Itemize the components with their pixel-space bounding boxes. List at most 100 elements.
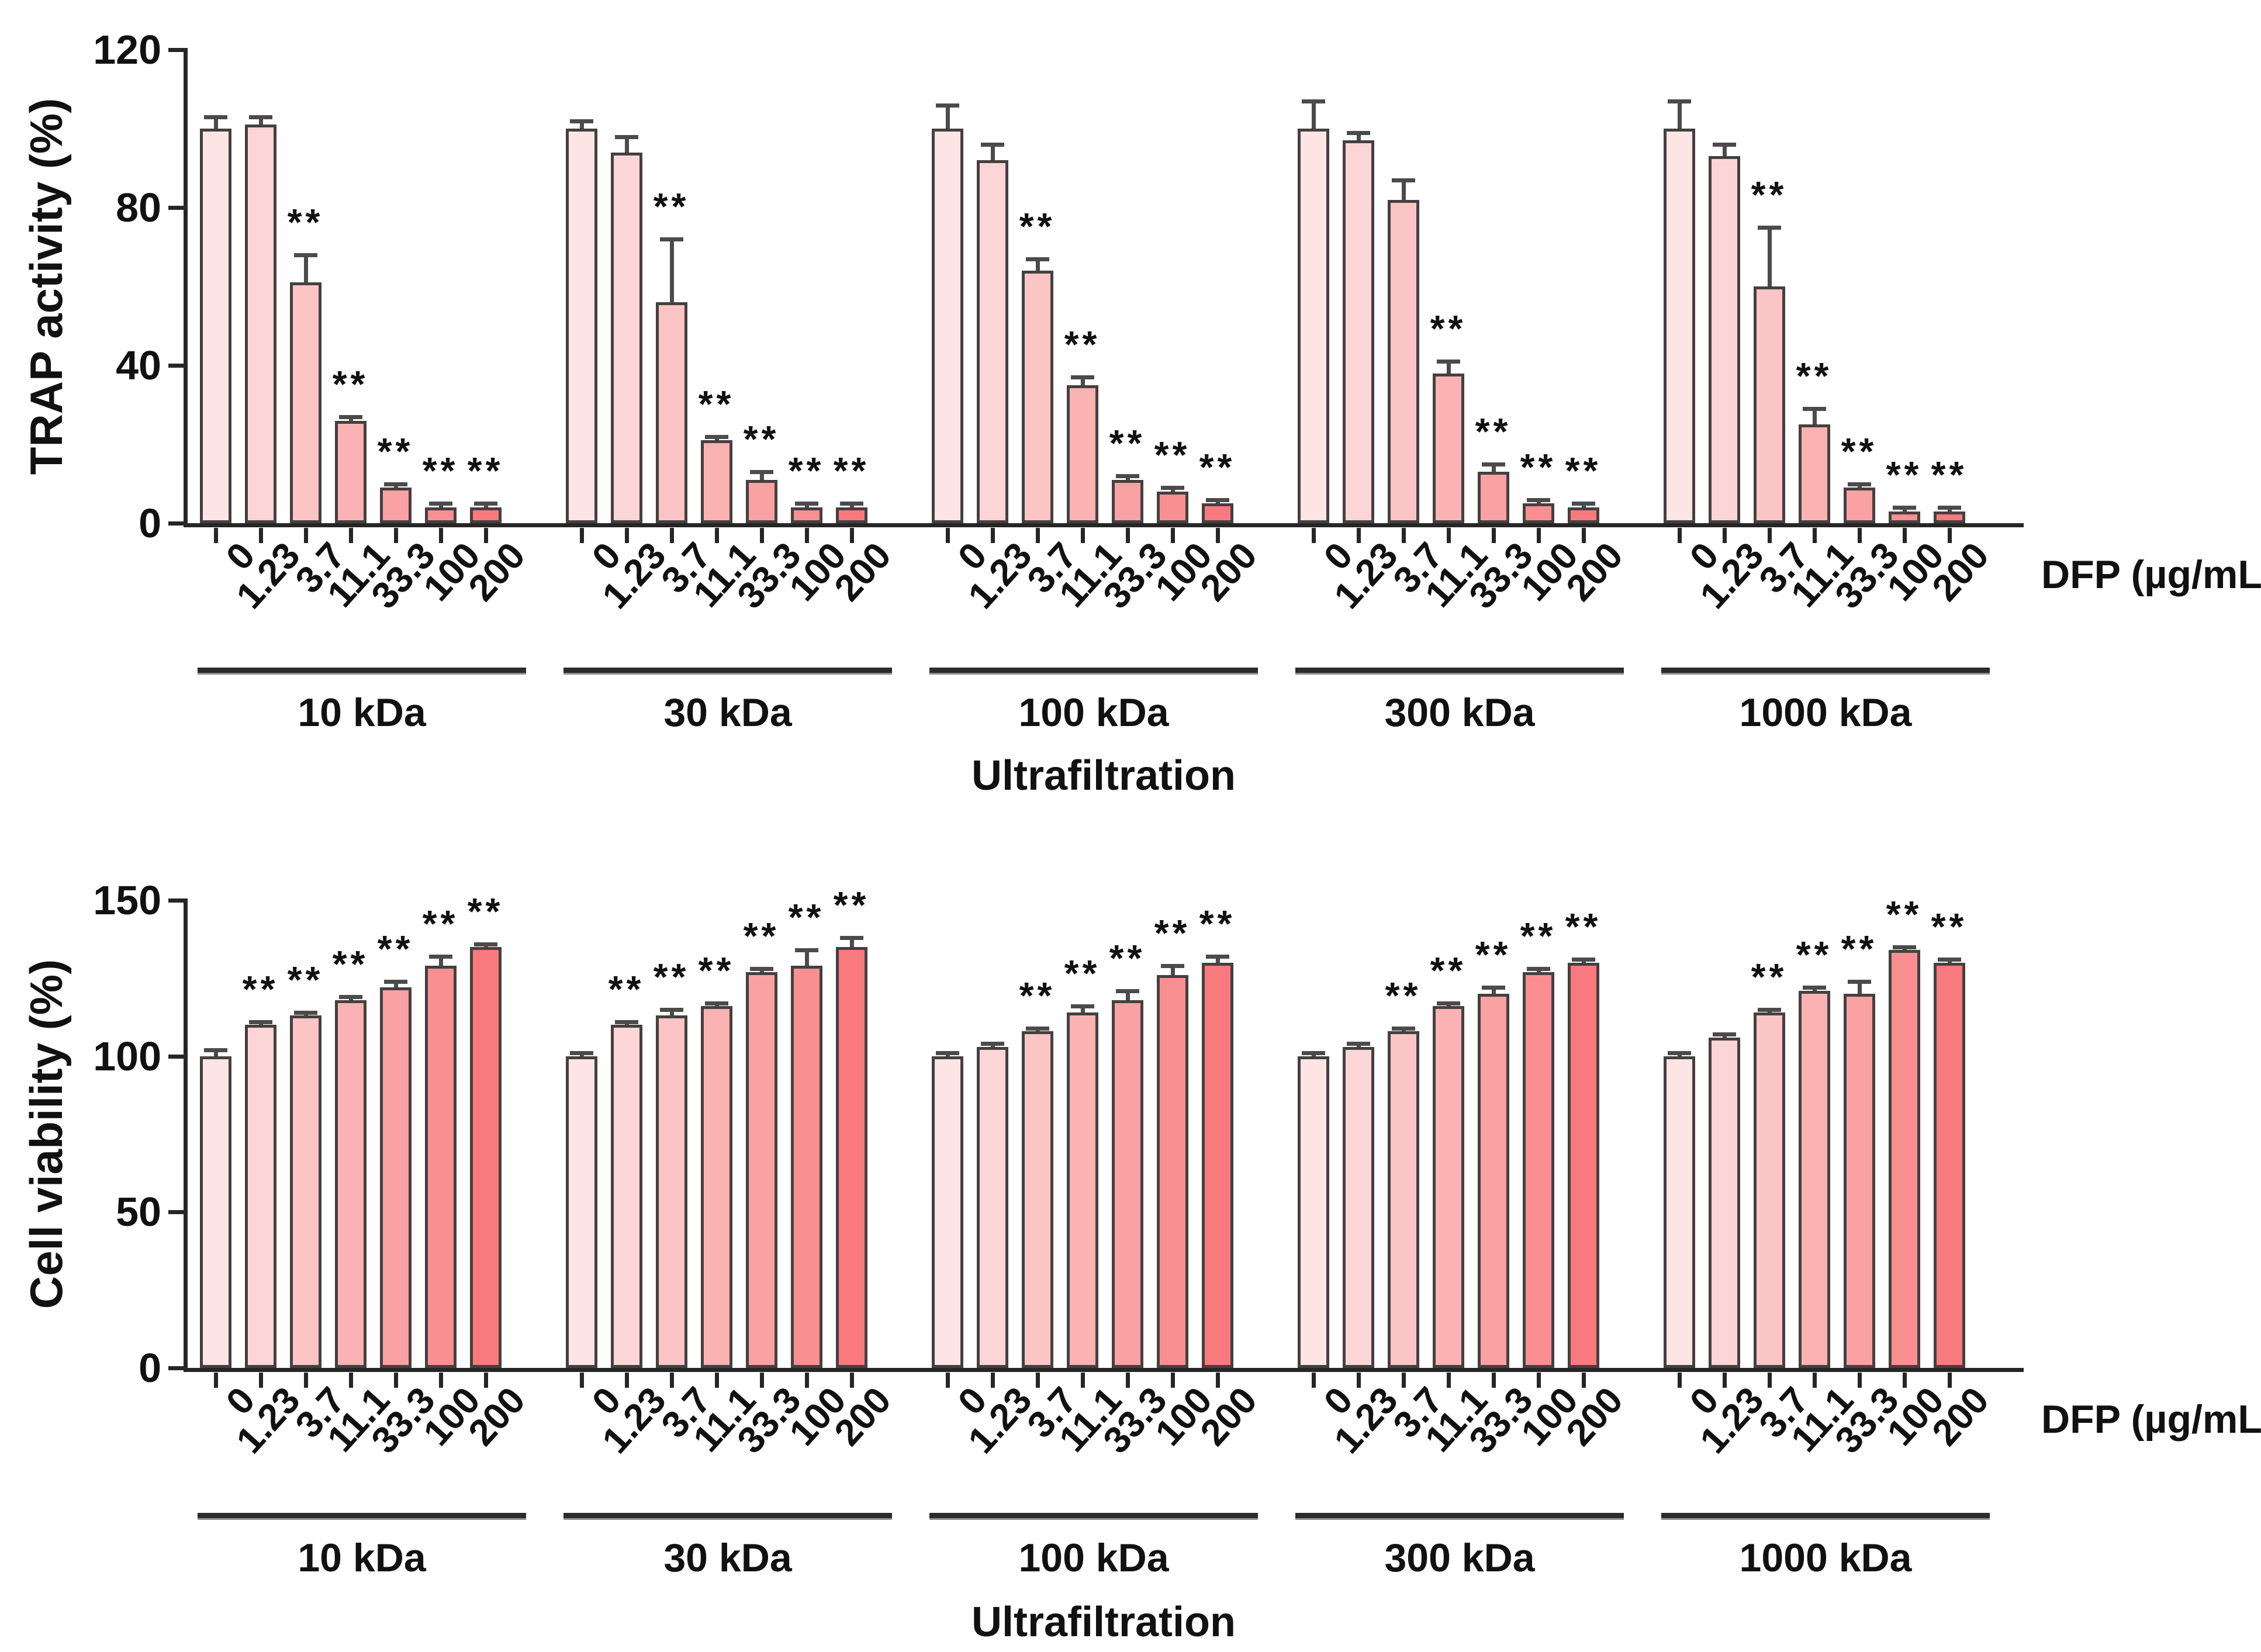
significance-marker: ** xyxy=(422,903,459,945)
significance-marker: ** xyxy=(788,450,825,492)
x-axis-tick xyxy=(1080,528,1085,543)
error-bar-stem xyxy=(990,144,995,170)
significance-marker: ** xyxy=(1565,906,1602,948)
x-axis-tick xyxy=(1536,1373,1541,1388)
error-bar-stem xyxy=(213,116,218,138)
error-bar-cap xyxy=(473,502,497,506)
error-bar-stem xyxy=(1401,179,1406,209)
bar xyxy=(1753,1012,1785,1368)
error-bar-cap xyxy=(1070,375,1094,380)
y-tick-label: 40 xyxy=(116,343,161,388)
significance-marker: ** xyxy=(332,943,369,986)
bar xyxy=(1387,1031,1419,1368)
x-axis-tick xyxy=(1767,1373,1772,1388)
bar xyxy=(745,972,777,1368)
bar xyxy=(976,160,1008,523)
bar xyxy=(1522,503,1554,523)
x-axis-tick xyxy=(1812,1373,1817,1388)
y-axis-tick xyxy=(168,521,184,526)
x-axis-tick xyxy=(1356,528,1361,543)
error-bar-cap xyxy=(293,253,317,257)
error-bar-cap xyxy=(614,1020,638,1024)
error-bar-stem xyxy=(624,136,629,162)
significance-marker: ** xyxy=(698,949,735,991)
error-bar-cap xyxy=(1025,257,1049,261)
x-axis-tick xyxy=(1125,1373,1130,1388)
bar xyxy=(655,302,687,523)
bar xyxy=(1477,472,1509,523)
error-bar-cap xyxy=(1937,506,1961,510)
x-axis-tick xyxy=(1902,528,1907,543)
error-bar-stem xyxy=(945,105,950,138)
bar xyxy=(469,507,502,523)
significance-marker: ** xyxy=(788,896,825,939)
error-bar-stem xyxy=(1035,258,1040,280)
x-axis-tick xyxy=(759,1373,764,1388)
bar xyxy=(790,507,822,523)
significance-marker: ** xyxy=(1796,934,1833,976)
bar xyxy=(289,282,321,523)
group-axis-title: Ultrafiltration xyxy=(971,752,1236,799)
group-label: 300 kDa xyxy=(1384,690,1535,735)
x-axis-tick xyxy=(990,528,995,543)
significance-marker: ** xyxy=(1841,927,1878,970)
bar xyxy=(1708,156,1740,523)
error-bar-cap xyxy=(1757,1007,1781,1012)
group-underline xyxy=(1661,668,1990,675)
error-bar-cap xyxy=(704,434,728,439)
bar xyxy=(745,479,777,523)
significance-marker: ** xyxy=(377,927,414,970)
bar xyxy=(379,488,412,523)
x-axis-unit-label: DFP (µg/mL) xyxy=(2041,1397,2261,1442)
group-label: 100 kDa xyxy=(1018,1536,1169,1580)
error-bar-cap xyxy=(794,948,818,953)
error-bar-cap xyxy=(1667,99,1691,103)
error-bar-stem xyxy=(1812,409,1817,434)
bar xyxy=(835,507,867,523)
y-axis-tick xyxy=(168,364,184,368)
bar xyxy=(1663,1056,1695,1368)
significance-marker: ** xyxy=(1475,410,1512,452)
x-axis-tick xyxy=(1446,528,1451,543)
significance-marker: ** xyxy=(422,450,459,492)
bar xyxy=(790,966,822,1368)
significance-marker: ** xyxy=(1430,949,1467,991)
x-axis-tick xyxy=(1401,528,1406,543)
bar xyxy=(1708,1037,1740,1368)
error-bar-cap xyxy=(1391,178,1415,182)
x-tick-label: 200 xyxy=(459,1378,533,1454)
error-bar-cap xyxy=(203,1048,227,1052)
group-axis-title: Ultrafiltration xyxy=(971,1599,1236,1646)
bar xyxy=(1843,488,1875,523)
x-axis-tick xyxy=(990,1373,995,1388)
error-bar-stem xyxy=(1311,101,1316,138)
x-axis-tick xyxy=(1812,528,1817,543)
significance-marker: ** xyxy=(608,968,645,1010)
error-bar-cap xyxy=(614,134,638,139)
bar xyxy=(289,1015,321,1368)
group-label: 300 kDa xyxy=(1384,1536,1535,1580)
error-bar-cap xyxy=(383,979,407,984)
y-axis-tick xyxy=(168,1210,184,1215)
bar xyxy=(1567,962,1599,1368)
x-axis-tick xyxy=(1125,528,1130,543)
y-axis-tick xyxy=(168,206,184,210)
bar xyxy=(1663,129,1695,523)
y-tick-label: 0 xyxy=(139,500,161,546)
significance-marker: ** xyxy=(1199,903,1236,945)
significance-marker: ** xyxy=(1931,454,1968,496)
x-axis-tick xyxy=(483,1373,488,1388)
bar xyxy=(1156,492,1188,523)
significance-marker: ** xyxy=(1064,323,1101,366)
bar xyxy=(1066,1012,1098,1368)
bar xyxy=(1201,962,1233,1368)
significance-marker: ** xyxy=(467,450,504,492)
significance-marker: ** xyxy=(653,955,690,998)
error-bar-cap xyxy=(248,115,272,119)
bar xyxy=(931,1056,963,1368)
error-bar-cap xyxy=(1571,502,1595,506)
bar xyxy=(1933,511,1965,523)
significance-marker: ** xyxy=(743,915,780,958)
x-axis-tick xyxy=(258,1373,263,1388)
